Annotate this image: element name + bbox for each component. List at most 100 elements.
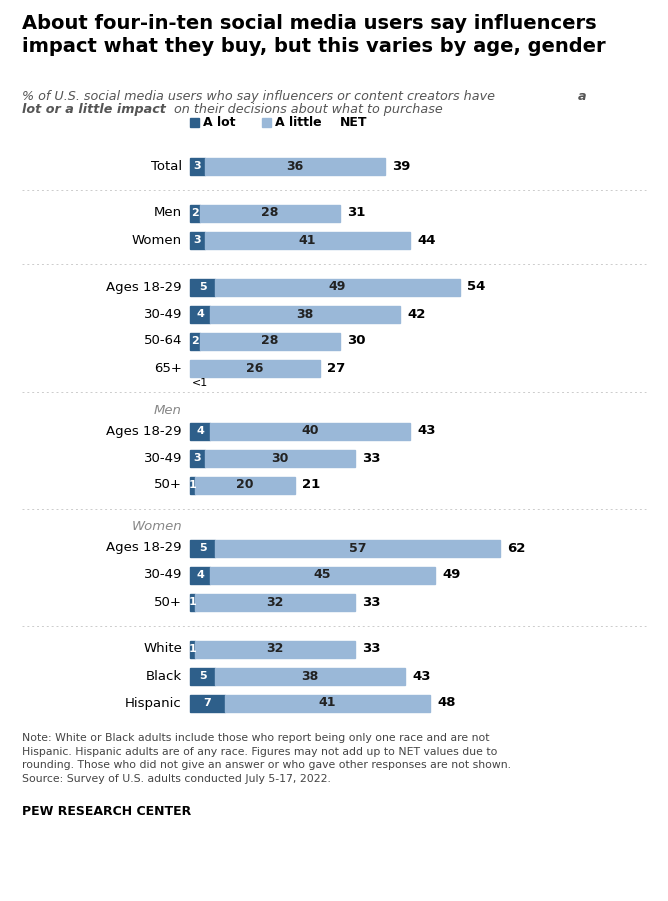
Text: Ages 18-29: Ages 18-29 bbox=[106, 424, 182, 438]
Bar bbox=[190, 232, 205, 249]
Bar bbox=[195, 641, 355, 658]
Bar bbox=[262, 118, 271, 127]
Text: 38: 38 bbox=[301, 669, 319, 682]
Bar bbox=[190, 450, 205, 467]
Text: 65+: 65+ bbox=[154, 361, 182, 375]
Text: 31: 31 bbox=[347, 206, 365, 220]
Text: 20: 20 bbox=[236, 478, 254, 492]
Text: PEW RESEARCH CENTER: PEW RESEARCH CENTER bbox=[22, 805, 191, 818]
Text: 62: 62 bbox=[507, 542, 525, 554]
Text: 50+: 50+ bbox=[154, 596, 182, 608]
Bar bbox=[190, 359, 320, 377]
Text: 1: 1 bbox=[188, 480, 196, 490]
Text: 21: 21 bbox=[302, 478, 320, 492]
Text: 40: 40 bbox=[301, 424, 319, 438]
Text: 33: 33 bbox=[362, 451, 381, 465]
Bar bbox=[205, 450, 355, 467]
Text: % of U.S. social media users who say influencers or content creators have: % of U.S. social media users who say inf… bbox=[22, 90, 499, 103]
Text: on their decisions about what to purchase: on their decisions about what to purchas… bbox=[170, 103, 443, 116]
Bar bbox=[200, 332, 340, 350]
Bar bbox=[190, 668, 215, 685]
Text: 30-49: 30-49 bbox=[144, 307, 182, 321]
Text: Black: Black bbox=[146, 669, 182, 682]
Bar bbox=[210, 567, 435, 584]
Bar bbox=[190, 477, 195, 494]
Bar bbox=[190, 305, 210, 323]
Bar bbox=[210, 423, 410, 440]
Text: 4: 4 bbox=[196, 570, 204, 580]
Text: 41: 41 bbox=[319, 696, 336, 709]
Text: 4: 4 bbox=[196, 426, 204, 436]
Text: 57: 57 bbox=[349, 542, 366, 554]
Bar bbox=[190, 567, 210, 584]
Text: A little: A little bbox=[275, 116, 321, 129]
Text: a: a bbox=[578, 90, 587, 103]
Bar bbox=[190, 641, 195, 658]
Text: Men: Men bbox=[154, 206, 182, 220]
Text: 38: 38 bbox=[297, 307, 313, 321]
Text: 30: 30 bbox=[271, 451, 289, 465]
Text: 5: 5 bbox=[198, 543, 206, 553]
Text: NET: NET bbox=[340, 116, 367, 129]
Bar bbox=[225, 695, 430, 712]
Bar bbox=[195, 594, 355, 611]
Text: 3: 3 bbox=[194, 453, 201, 463]
Text: About four-in-ten social media users say influencers
impact what they buy, but t: About four-in-ten social media users say… bbox=[22, 14, 606, 56]
Text: Men: Men bbox=[154, 404, 182, 416]
Text: 5: 5 bbox=[198, 282, 206, 292]
Bar bbox=[200, 205, 340, 222]
Text: 7: 7 bbox=[204, 698, 211, 708]
Bar bbox=[215, 278, 460, 296]
Text: 41: 41 bbox=[299, 233, 316, 247]
Text: 45: 45 bbox=[314, 569, 331, 581]
Bar bbox=[210, 305, 400, 323]
Text: 33: 33 bbox=[362, 642, 381, 656]
Bar bbox=[190, 205, 200, 222]
Text: 30-49: 30-49 bbox=[144, 451, 182, 465]
Text: A lot: A lot bbox=[203, 116, 236, 129]
Text: 54: 54 bbox=[467, 280, 486, 294]
Text: 32: 32 bbox=[267, 642, 284, 656]
Text: 1: 1 bbox=[188, 597, 196, 607]
Text: <1: <1 bbox=[192, 378, 208, 388]
Text: 39: 39 bbox=[392, 159, 410, 172]
Text: 50-64: 50-64 bbox=[144, 334, 182, 348]
Text: 43: 43 bbox=[417, 424, 436, 438]
Text: lot or a little impact: lot or a little impact bbox=[22, 103, 166, 116]
Bar bbox=[190, 278, 215, 296]
Bar bbox=[190, 118, 199, 127]
Text: Women: Women bbox=[132, 233, 182, 247]
Text: 3: 3 bbox=[194, 161, 201, 171]
Text: Ages 18-29: Ages 18-29 bbox=[106, 542, 182, 554]
Text: Hispanic: Hispanic bbox=[126, 696, 182, 709]
Text: 5: 5 bbox=[198, 671, 206, 681]
Text: 26: 26 bbox=[246, 361, 264, 375]
Text: 27: 27 bbox=[327, 361, 345, 375]
Text: 32: 32 bbox=[267, 596, 284, 608]
Text: 50+: 50+ bbox=[154, 478, 182, 492]
Text: 43: 43 bbox=[412, 669, 430, 682]
Bar bbox=[215, 540, 500, 557]
Text: 36: 36 bbox=[287, 159, 304, 172]
Bar bbox=[190, 423, 210, 440]
Text: Note: White or Black adults include those who report being only one race and are: Note: White or Black adults include thos… bbox=[22, 733, 511, 784]
Text: 33: 33 bbox=[362, 596, 381, 608]
Text: 48: 48 bbox=[437, 696, 456, 709]
Text: 28: 28 bbox=[261, 334, 279, 348]
Text: 42: 42 bbox=[407, 307, 426, 321]
Text: 2: 2 bbox=[191, 336, 199, 346]
Bar bbox=[190, 695, 225, 712]
Bar bbox=[205, 232, 410, 249]
Text: 44: 44 bbox=[417, 233, 436, 247]
Bar bbox=[190, 158, 205, 175]
Text: White: White bbox=[143, 642, 182, 656]
Text: 30: 30 bbox=[347, 334, 365, 348]
Bar bbox=[190, 594, 195, 611]
Text: 28: 28 bbox=[261, 206, 279, 220]
Text: Women: Women bbox=[132, 521, 182, 533]
Text: Ages 18-29: Ages 18-29 bbox=[106, 280, 182, 294]
Text: 30-49: 30-49 bbox=[144, 569, 182, 581]
Text: 3: 3 bbox=[194, 235, 201, 245]
Bar bbox=[195, 477, 295, 494]
Text: Total: Total bbox=[151, 159, 182, 172]
